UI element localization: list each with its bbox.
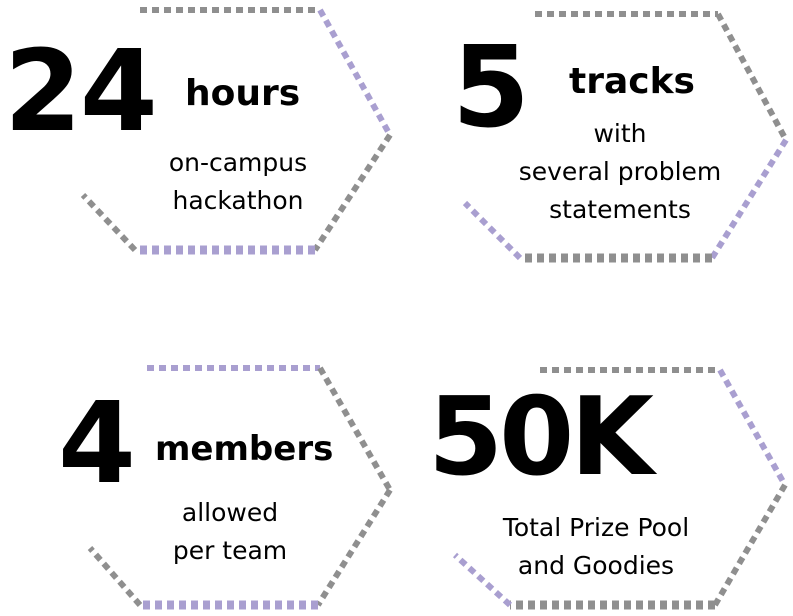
stat-value-members: 4 [58, 379, 136, 509]
hexagon-frame-members [87, 365, 393, 610]
stat-desc-members: allowed per team [135, 494, 325, 570]
stat-desc-line: several problem [518, 157, 722, 186]
stat-value-prize: 50K [428, 375, 654, 500]
stat-desc-tracks: with several problem statements [505, 115, 735, 229]
stat-desc-line: allowed [181, 498, 279, 527]
hexagon-frame-prize [452, 367, 788, 610]
stat-desc-line: and Goodies [517, 551, 675, 580]
hexagon-frame-tracks [462, 11, 789, 263]
stat-unit-tracks: tracks [569, 61, 695, 102]
stat-desc-line: statements [549, 195, 691, 224]
stat-desc-line: with [593, 119, 647, 148]
stat-desc-line: Total Prize Pool [502, 513, 690, 542]
stat-desc-hours: on-campus hackathon [133, 144, 343, 220]
stat-desc-line: per team [172, 536, 288, 565]
stat-unit-members: members [155, 429, 334, 469]
stat-value-tracks: 5 [452, 23, 530, 153]
hexagon-frame-hours [80, 7, 393, 255]
stat-value-hours: 24 [4, 27, 158, 157]
stat-desc-line: on-campus [168, 148, 308, 177]
stat-desc-prize: Total Prize Pool and Goodies [478, 509, 714, 585]
stat-desc-line: hackathon [172, 186, 304, 215]
stat-unit-hours: hours [185, 73, 301, 114]
